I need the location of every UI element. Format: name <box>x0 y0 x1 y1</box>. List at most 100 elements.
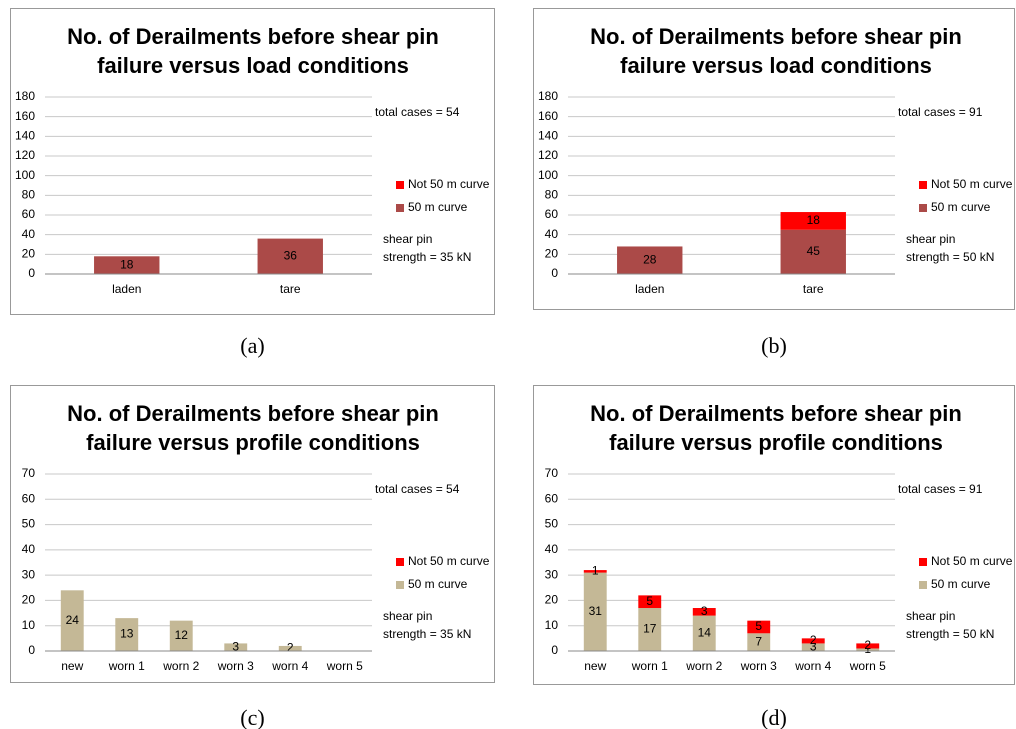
data-label: 2 <box>864 638 871 652</box>
chart-title: failure versus load conditions <box>97 53 409 78</box>
y-tick-label: 50 <box>22 517 36 531</box>
annotation: total cases = 54 <box>375 482 460 496</box>
legend-swatch <box>919 204 927 212</box>
y-tick-label: 70 <box>545 466 559 480</box>
bar-segment <box>583 570 607 573</box>
data-label: 24 <box>66 613 80 627</box>
y-tick-label: 20 <box>22 593 36 607</box>
y-tick-label: 30 <box>22 567 36 581</box>
annotation: shear pin <box>906 609 955 623</box>
data-label: 31 <box>589 604 603 618</box>
caption: (c) <box>240 705 264 729</box>
legend-swatch <box>396 558 404 566</box>
y-tick-label: 60 <box>22 491 36 505</box>
y-tick-label: 70 <box>22 466 36 480</box>
chart-title: failure versus profile conditions <box>86 430 420 455</box>
legend-label: 50 m curve <box>408 200 468 214</box>
bar-segment <box>169 620 193 651</box>
legend-label: Not 50 m curve <box>408 554 490 568</box>
bar-segment <box>692 608 716 616</box>
y-tick-label: 0 <box>551 266 558 280</box>
data-label: 18 <box>120 257 134 271</box>
annotation: strength = 35 kN <box>383 627 471 641</box>
x-tick-label: worn 3 <box>740 659 777 673</box>
chart-panel: No. of Derailments before shear pin failu… <box>533 385 1015 685</box>
caption: (a) <box>240 333 264 358</box>
legend-label: 50 m curve <box>408 577 468 591</box>
chart-panel: No. of Derailments before shear pin failu… <box>10 8 495 315</box>
x-tick-label: laden <box>635 282 664 296</box>
data-label: 1 <box>592 564 599 578</box>
y-tick-label: 30 <box>545 567 559 581</box>
y-tick-label: 50 <box>545 517 559 531</box>
legend-label: 50 m curve <box>931 577 991 591</box>
data-label: 13 <box>120 627 134 641</box>
y-tick-label: 60 <box>545 207 559 221</box>
y-tick-label: 0 <box>28 266 35 280</box>
bar-segment <box>583 572 607 651</box>
bar-segment <box>801 643 825 651</box>
x-tick-label: worn 4 <box>271 659 308 673</box>
bar-segment <box>780 229 846 274</box>
bar-segment <box>617 246 683 274</box>
bar-segment <box>60 590 84 651</box>
legend-swatch <box>919 581 927 589</box>
x-tick-label: worn 4 <box>794 659 831 673</box>
y-tick-label: 80 <box>545 188 559 202</box>
data-label: 28 <box>643 252 657 266</box>
bar-segment <box>801 638 825 644</box>
y-tick-label: 100 <box>538 168 558 182</box>
bar-segment <box>780 212 846 230</box>
data-label: 12 <box>175 628 189 642</box>
x-tick-label: tare <box>280 282 301 296</box>
legend-swatch <box>396 204 404 212</box>
chart-panel: No. of Derailments before shear pin failu… <box>10 385 495 683</box>
annotation: shear pin <box>906 232 955 246</box>
legend-swatch <box>396 181 404 189</box>
bar-segment <box>278 645 302 651</box>
chart-title: No. of Derailments before shear pin <box>590 401 962 426</box>
legend-label: Not 50 m curve <box>931 554 1013 568</box>
data-label: 36 <box>284 248 298 262</box>
y-tick-label: 40 <box>22 542 36 556</box>
y-tick-label: 180 <box>538 89 558 103</box>
x-tick-label: worn 1 <box>631 659 668 673</box>
caption: (d) <box>761 705 787 729</box>
bar-segment <box>94 256 160 274</box>
y-tick-label: 120 <box>15 148 35 162</box>
y-tick-label: 160 <box>538 109 558 123</box>
x-tick-label: worn 5 <box>326 659 363 673</box>
bar-segment <box>638 595 662 609</box>
annotation: shear pin <box>383 609 432 623</box>
bar-segment <box>856 648 880 651</box>
x-tick-label: tare <box>803 282 824 296</box>
data-label: 5 <box>755 619 762 633</box>
x-tick-label: new <box>584 659 606 673</box>
y-tick-label: 40 <box>545 227 559 241</box>
legend-label: Not 50 m curve <box>408 177 490 191</box>
y-tick-label: 20 <box>545 593 559 607</box>
y-tick-label: 40 <box>22 227 36 241</box>
caption: (b) <box>761 333 787 358</box>
annotation: total cases = 91 <box>898 482 983 496</box>
chart-title: failure versus profile conditions <box>609 430 943 455</box>
y-tick-label: 120 <box>538 148 558 162</box>
y-tick-label: 80 <box>22 188 36 202</box>
data-label: 1 <box>864 642 871 656</box>
y-tick-label: 140 <box>538 129 558 143</box>
x-tick-label: worn 3 <box>217 659 254 673</box>
y-tick-label: 140 <box>15 129 35 143</box>
bar-segment <box>747 620 771 634</box>
y-tick-label: 20 <box>545 247 559 261</box>
annotation: strength = 50 kN <box>906 250 994 264</box>
chart-title: No. of Derailments before shear pin <box>590 24 962 49</box>
x-tick-label: new <box>61 659 83 673</box>
legend-label: 50 m curve <box>931 200 991 214</box>
y-tick-label: 0 <box>551 643 558 657</box>
data-label: 14 <box>698 625 712 639</box>
y-tick-label: 20 <box>22 247 36 261</box>
x-tick-label: laden <box>112 282 141 296</box>
legend-swatch <box>919 181 927 189</box>
annotation: total cases = 54 <box>375 105 460 119</box>
chart-title: No. of Derailments before shear pin <box>67 24 439 49</box>
